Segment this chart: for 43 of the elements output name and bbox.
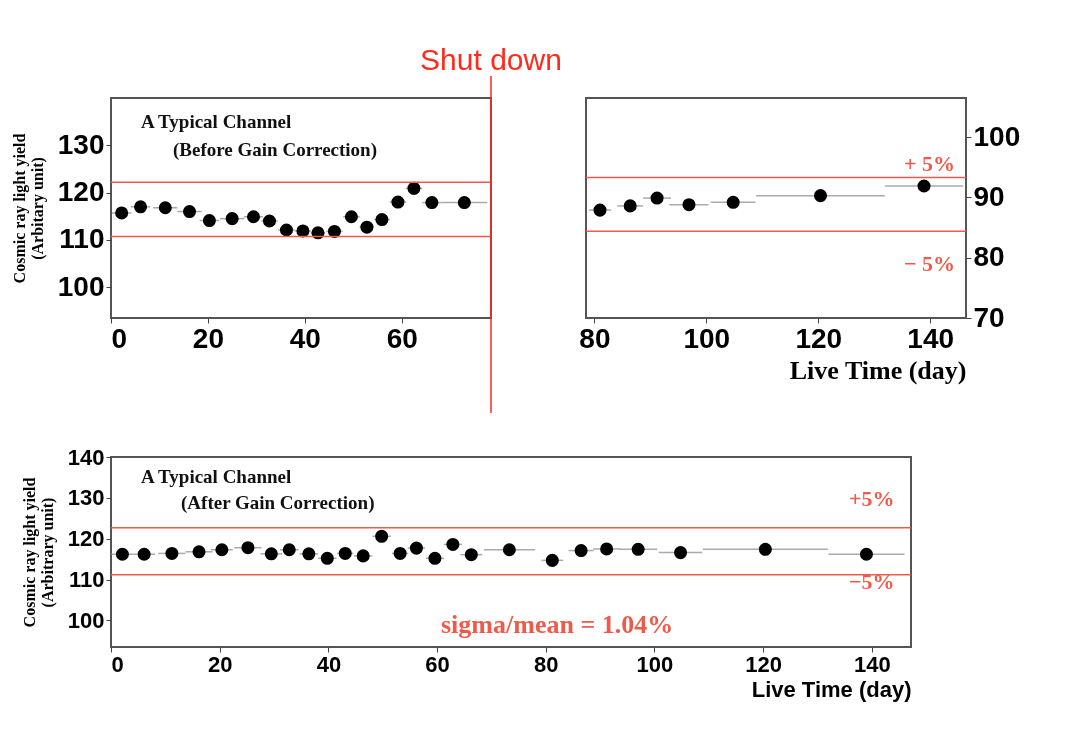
x-tick-label: 100 (636, 651, 674, 677)
x-tick-label: 40 (316, 651, 342, 677)
x-axis-title: Live Time (day) (789, 355, 967, 385)
x-tick-label: 0 (111, 322, 128, 354)
ref-line-label: Shut down (420, 43, 562, 76)
annotation: A Typical Channel (141, 466, 292, 487)
annotation: sigma/mean = 1.04% (441, 610, 674, 639)
x-axis-title: Live Time (day) (751, 676, 912, 702)
y-tick-label: 80 (973, 241, 1005, 273)
x-tick-label: 20 (192, 322, 225, 354)
annotation: − 5% (904, 251, 956, 276)
x-tick-label: 140 (907, 322, 955, 354)
y-tick-label: 70 (973, 301, 1005, 333)
y-tick-label: 100 (57, 270, 105, 302)
x-tick-label: 120 (795, 322, 843, 354)
annotation: A Typical Channel (141, 111, 292, 132)
y-axis-title: Cosmic ray light yield (Arbitrary unit) (20, 477, 57, 628)
x-tick-label: 120 (745, 651, 783, 677)
annotation: −5% (849, 569, 895, 594)
y-tick-label: 110 (59, 223, 105, 255)
y-tick-label: 110 (69, 567, 105, 593)
y-tick-label: 90 (973, 180, 1005, 212)
y-axis-title: Cosmic ray light yield (Arbitary unit) (10, 133, 47, 284)
x-tick-label: 100 (683, 322, 731, 354)
x-tick-label: 40 (289, 322, 321, 354)
x-tick-label: 80 (579, 322, 611, 354)
y-tick-label: 120 (57, 176, 105, 208)
annotation: +5% (849, 486, 895, 511)
annotation: (After Gain Correction) (181, 492, 375, 514)
y-tick-label: 130 (57, 128, 105, 160)
y-tick-label: 100 (973, 120, 1021, 152)
annotation: + 5% (904, 151, 956, 176)
annotation: (Before Gain Correction) (173, 139, 378, 161)
x-tick-label: 60 (386, 322, 418, 354)
y-tick-label: 120 (67, 526, 105, 552)
y-tick-label: 130 (67, 485, 105, 511)
x-tick-label: 140 (854, 651, 891, 677)
x-tick-label: 20 (207, 651, 233, 677)
x-tick-label: 80 (534, 651, 559, 677)
y-tick-label: 100 (67, 607, 105, 633)
x-tick-label: 60 (425, 651, 450, 677)
y-tick-label: 140 (67, 444, 105, 470)
x-tick-label: 0 (111, 651, 124, 677)
